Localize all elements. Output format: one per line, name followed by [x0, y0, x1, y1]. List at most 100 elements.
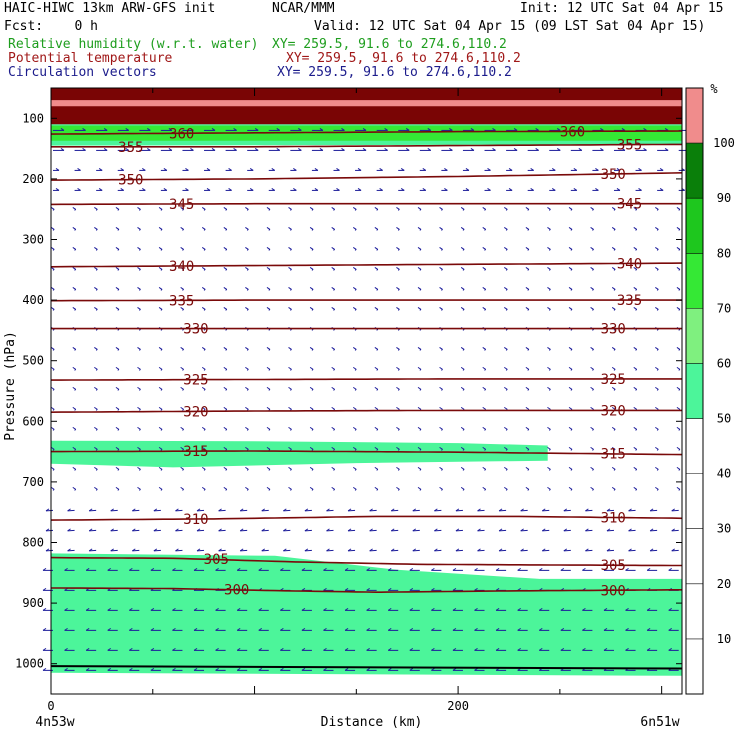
circulation-vector [590, 206, 594, 211]
forecast-hour: Fcst: 0 h [4, 19, 98, 34]
circulation-vector [482, 446, 487, 451]
circulation-vector [72, 366, 77, 371]
y-tick-label: 800 [22, 536, 44, 550]
circulation-vector [390, 528, 399, 532]
circulation-vector [352, 206, 357, 211]
circulation-vector [474, 627, 485, 631]
circulation-vector [455, 508, 463, 512]
circulation-vector [633, 426, 638, 431]
circulation-vector [290, 187, 297, 191]
circulation-vector [326, 548, 334, 552]
circulation-vector [563, 508, 571, 512]
circulation-vector [646, 567, 658, 571]
circulation-vector [547, 446, 551, 451]
theta-contour-label: 345 [617, 197, 642, 213]
circulation-vector [633, 206, 638, 211]
circulation-vector [158, 246, 163, 251]
circulation-vector [158, 206, 163, 211]
circulation-vector [193, 607, 205, 611]
circulation-vector [201, 466, 206, 471]
circulation-vector [215, 667, 226, 671]
circulation-vector [236, 647, 248, 651]
circulation-vector [527, 128, 539, 131]
circulation-vector [613, 167, 621, 171]
circulation-vector [115, 446, 120, 451]
x-start-endpoint: 4n53w [35, 715, 74, 730]
circulation-vector [482, 246, 487, 251]
y-tick-label: 500 [22, 354, 44, 368]
circulation-vector [352, 286, 357, 291]
circulation-vector [482, 466, 487, 471]
circulation-vector [158, 466, 163, 471]
circulation-vector [590, 286, 594, 291]
circulation-vector [223, 286, 228, 291]
circulation-vector [326, 508, 334, 512]
circulation-vector [671, 528, 679, 532]
circulation-vector [129, 627, 140, 631]
circulation-vector [374, 206, 379, 211]
theta-contour-320 [50, 409, 682, 413]
circulation-vector [180, 346, 184, 351]
circulation-vector [460, 386, 465, 391]
circulation-vector [245, 486, 249, 491]
circulation-vector [137, 286, 141, 291]
theta-contour-340 [50, 262, 683, 268]
circulation-vector [655, 366, 659, 371]
circulation-vector [50, 486, 55, 491]
circulation-vector [374, 306, 379, 311]
circulation-vector [74, 148, 86, 151]
circulation-vector [245, 386, 249, 391]
circulation-vector [563, 528, 571, 532]
circulation-vector [172, 567, 183, 571]
circulation-vector [223, 406, 228, 411]
circulation-vector [96, 148, 108, 151]
colorbar-band-50 [686, 363, 703, 419]
circulation-vector [223, 446, 228, 451]
circulation-vector [412, 528, 420, 532]
circulation-vector [182, 187, 189, 191]
circulation-vector [110, 508, 118, 512]
circulation-vector [94, 386, 98, 391]
circulation-vector [504, 386, 508, 391]
circulation-vector [590, 486, 594, 491]
circulation-vector [439, 466, 443, 471]
circulation-vector [676, 266, 681, 271]
circulation-vector [204, 187, 211, 191]
circulation-vector [115, 226, 120, 231]
circulation-vector [201, 246, 206, 251]
circulation-vector [517, 647, 528, 651]
circulation-vector [527, 167, 534, 171]
circulation-vector [484, 128, 496, 131]
circulation-vector [611, 466, 616, 471]
circulation-vector [266, 426, 271, 431]
circulation-vector [419, 128, 432, 131]
circulation-vector [671, 508, 679, 512]
y-tick-label: 700 [22, 475, 44, 489]
circulation-vector [517, 607, 528, 611]
theta-contour-label: 355 [118, 140, 143, 156]
x-end-endpoint: 6n51w [640, 715, 679, 730]
circulation-vector [50, 446, 55, 451]
circulation-vector [374, 486, 379, 491]
circulation-vector [541, 528, 550, 532]
circulation-vector [88, 548, 97, 552]
circulation-vector [344, 647, 356, 651]
circulation-vector [635, 167, 642, 171]
circulation-vector [215, 647, 226, 651]
circulation-vector [635, 148, 647, 151]
vector-xy-label: XY= 259.5, 91.6 to 274.6,110.2 [277, 65, 512, 80]
circulation-vector [439, 286, 443, 291]
circulation-vector [72, 246, 77, 251]
circulation-vectors-layer [42, 128, 690, 671]
circulation-vector [268, 187, 276, 191]
axes-layer: 100 200 300 400 500 600 700 800 900 1000 0 200 Dista… [3, 87, 683, 730]
circulation-vector [309, 466, 314, 471]
circulation-vector [182, 167, 189, 171]
circulation-vector [283, 528, 291, 532]
circulation-vector [387, 627, 399, 631]
circulation-vector [547, 286, 551, 291]
circulation-vector [94, 426, 98, 431]
model-title: HAIC-HIWC 13km ARW-GFS init [4, 1, 216, 16]
circulation-vector [180, 446, 184, 451]
circulation-vector [460, 466, 465, 471]
